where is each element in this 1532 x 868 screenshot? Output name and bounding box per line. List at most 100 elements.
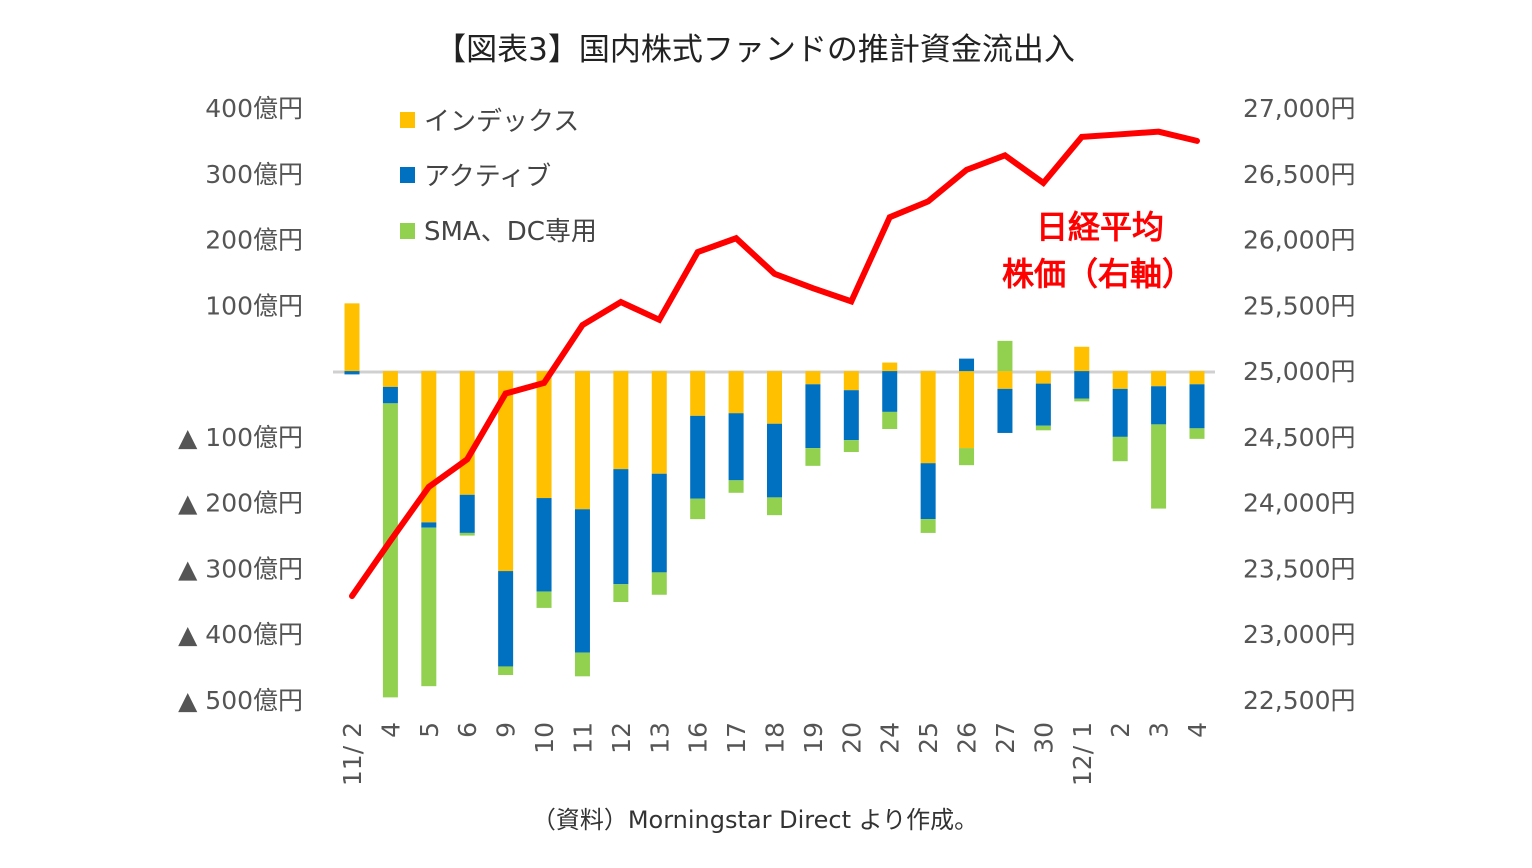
nikkei-annotation-line1: 日経平均 xyxy=(1036,208,1164,246)
x-tick-label: 16 xyxy=(684,722,713,754)
left-tick-label: ▲ 200億円 xyxy=(178,489,303,518)
nikkei-line xyxy=(352,132,1197,597)
bar-sma-dc xyxy=(421,528,436,687)
x-tick-label: 25 xyxy=(914,722,943,754)
right-tick-label: 22,500円 xyxy=(1243,686,1355,715)
bar-active xyxy=(345,371,360,374)
x-tick-label: 19 xyxy=(799,722,828,754)
bar-sma-dc xyxy=(460,533,475,536)
bar-index xyxy=(460,371,475,495)
bar-active xyxy=(421,522,436,527)
right-tick-label: 26,500円 xyxy=(1243,160,1355,189)
bar-index xyxy=(1190,371,1205,384)
x-tick-label: 30 xyxy=(1029,722,1058,754)
bar-active xyxy=(690,416,705,499)
bar-index xyxy=(767,371,782,424)
right-tick-label: 27,000円 xyxy=(1243,94,1355,123)
bar-index xyxy=(882,363,897,372)
nikkei-annotation-line2: 株価（右軸） xyxy=(1002,255,1194,293)
bar-index xyxy=(421,371,436,522)
right-tick-label: 24,500円 xyxy=(1243,423,1355,452)
bar-active xyxy=(1074,371,1089,399)
bar-sma-dc xyxy=(1036,426,1051,431)
bar-index xyxy=(383,371,398,387)
x-tick-label: 26 xyxy=(953,722,982,754)
legend-swatch-sma-dc xyxy=(400,223,415,239)
left-tick-label: 400億円 xyxy=(205,94,303,123)
bar-sma-dc xyxy=(959,448,974,465)
x-tick-label: 12 xyxy=(607,722,636,754)
legend: インデックス アクティブ SMA、DC専用 xyxy=(400,107,597,247)
bar-index xyxy=(575,371,590,509)
bar-index xyxy=(537,371,552,498)
bar-active xyxy=(1113,389,1128,437)
x-tick-label: 4 xyxy=(376,722,405,738)
bar-active xyxy=(882,371,897,412)
bar-active xyxy=(537,498,552,591)
bar-active xyxy=(959,359,974,371)
left-tick-label: 100億円 xyxy=(205,291,303,320)
bar-index xyxy=(1113,371,1128,389)
bar-sma-dc xyxy=(729,480,744,492)
bar-sma-dc xyxy=(690,499,705,519)
legend-label-index: インデックス xyxy=(424,107,579,137)
bar-active xyxy=(383,387,398,403)
chart-title: 【図表3】国内株式ファンドの推計資金流出入 xyxy=(435,32,1075,68)
left-tick-label: 200億円 xyxy=(205,226,303,255)
bar-sma-dc xyxy=(575,653,590,677)
x-tick-label: 27 xyxy=(991,722,1020,754)
x-tick-label: 5 xyxy=(415,722,444,738)
bar-sma-dc xyxy=(997,341,1012,371)
bar-sma-dc xyxy=(613,584,628,602)
bar-sma-dc xyxy=(1113,437,1128,461)
legend-swatch-active xyxy=(400,167,415,183)
right-tick-label: 24,000円 xyxy=(1243,489,1355,518)
bar-index xyxy=(1074,347,1089,371)
x-tick-label: 12/ 1 xyxy=(1068,722,1097,786)
bar-index xyxy=(959,371,974,448)
bar-index xyxy=(652,371,667,474)
x-tick-label: 6 xyxy=(453,722,482,738)
bars xyxy=(345,303,1205,697)
source-note: （資料）Morningstar Direct より作成。 xyxy=(532,806,978,834)
nikkei-line-path xyxy=(352,132,1197,596)
left-tick-label: ▲ 300億円 xyxy=(178,554,303,583)
bar-sma-dc xyxy=(537,591,552,607)
bar-sma-dc xyxy=(1151,424,1166,508)
bar-index xyxy=(613,371,628,469)
x-tick-label: 11 xyxy=(568,722,597,754)
x-tick-label: 10 xyxy=(530,722,559,754)
right-tick-label: 23,000円 xyxy=(1243,620,1355,649)
bar-active xyxy=(460,495,475,533)
right-tick-label: 26,000円 xyxy=(1243,226,1355,255)
x-tick-label: 17 xyxy=(722,722,751,754)
bar-index xyxy=(921,371,936,463)
bar-sma-dc xyxy=(1074,399,1089,402)
bar-sma-dc xyxy=(652,572,667,594)
left-tick-label: 300億円 xyxy=(205,160,303,189)
bar-sma-dc xyxy=(882,412,897,429)
bar-sma-dc xyxy=(767,497,782,515)
bar-index xyxy=(805,371,820,384)
bar-index xyxy=(345,303,360,371)
x-tick-label: 13 xyxy=(645,722,674,754)
bar-active xyxy=(729,413,744,480)
legend-label-sma-dc: SMA、DC専用 xyxy=(424,217,597,247)
x-tick-label: 18 xyxy=(761,722,790,754)
left-tick-label: ▲ 500億円 xyxy=(178,686,303,715)
bar-sma-dc xyxy=(921,519,936,533)
right-axis-labels: 27,000円26,500円26,000円25,500円25,000円24,50… xyxy=(1243,94,1355,715)
bar-active xyxy=(498,571,513,666)
right-tick-label: 25,000円 xyxy=(1243,357,1355,386)
bar-active xyxy=(613,469,628,584)
bar-active xyxy=(652,474,667,573)
x-tick-label: 4 xyxy=(1183,722,1212,738)
bar-index xyxy=(1151,371,1166,386)
bar-active xyxy=(921,463,936,519)
bar-index xyxy=(1036,371,1051,383)
bar-active xyxy=(805,384,820,448)
bar-active xyxy=(997,389,1012,433)
bar-sma-dc xyxy=(498,666,513,675)
bar-sma-dc xyxy=(1190,428,1205,439)
